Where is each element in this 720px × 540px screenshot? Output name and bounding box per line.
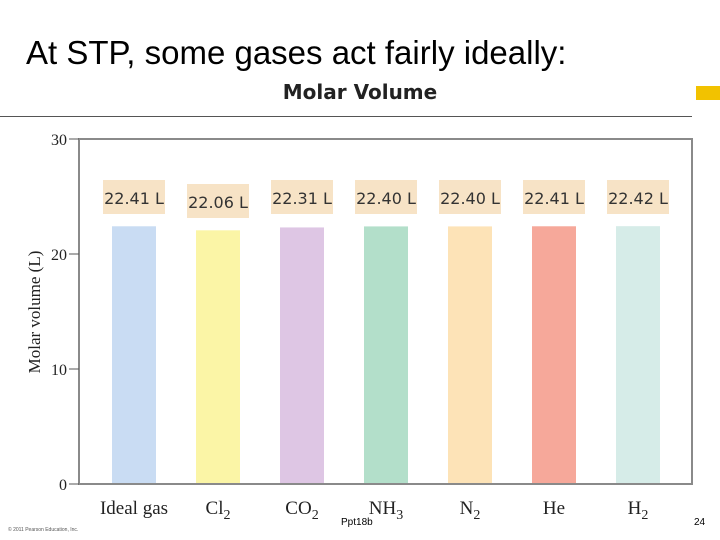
data-label-box xyxy=(103,180,165,214)
data-label: 22.06 L xyxy=(188,193,248,212)
y-tick-label: 20 xyxy=(51,247,67,264)
data-label: 22.41 L xyxy=(104,189,164,208)
title-divider xyxy=(0,116,692,117)
data-label-box xyxy=(523,180,585,214)
data-label-box xyxy=(607,180,669,214)
data-label-box xyxy=(355,180,417,214)
data-label: 22.31 L xyxy=(272,189,332,208)
x-category-label: Ideal gas xyxy=(100,498,168,519)
bar xyxy=(112,226,156,483)
copyright-text: © 2011 Pearson Education, Inc. xyxy=(8,527,79,533)
page-number: 24 xyxy=(694,517,706,528)
x-category-label: N2 xyxy=(460,498,481,523)
bar xyxy=(196,230,240,483)
y-axis-label: Molar volume (L) xyxy=(25,251,44,374)
y-tick-label: 10 xyxy=(51,362,67,379)
plot-area xyxy=(78,138,693,485)
bar xyxy=(364,226,408,483)
slide-title: At STP, some gases act fairly ideally: xyxy=(26,34,567,71)
y-tick-label: 30 xyxy=(51,132,67,149)
chart-title: Molar Volume xyxy=(283,80,437,104)
data-label: 22.40 L xyxy=(440,189,500,208)
data-label: 22.41 L xyxy=(524,189,584,208)
x-category-label: CO2 xyxy=(285,498,318,523)
bar xyxy=(616,226,660,484)
data-label: 22.42 L xyxy=(608,189,668,208)
bar xyxy=(448,226,492,483)
footer-text: Ppt18b xyxy=(341,517,373,528)
data-label: 22.40 L xyxy=(356,189,416,208)
x-category-label: NH3 xyxy=(369,498,403,523)
x-category-label: He xyxy=(543,498,565,519)
bar xyxy=(532,226,576,483)
data-label-box xyxy=(187,184,249,218)
data-label-box xyxy=(271,180,333,214)
y-tick-label: 0 xyxy=(59,477,67,494)
x-category-label: H2 xyxy=(628,498,649,523)
x-category-label: Cl2 xyxy=(206,498,231,523)
accent-bar xyxy=(696,86,720,100)
data-label-box xyxy=(439,180,501,214)
bar xyxy=(280,227,324,483)
